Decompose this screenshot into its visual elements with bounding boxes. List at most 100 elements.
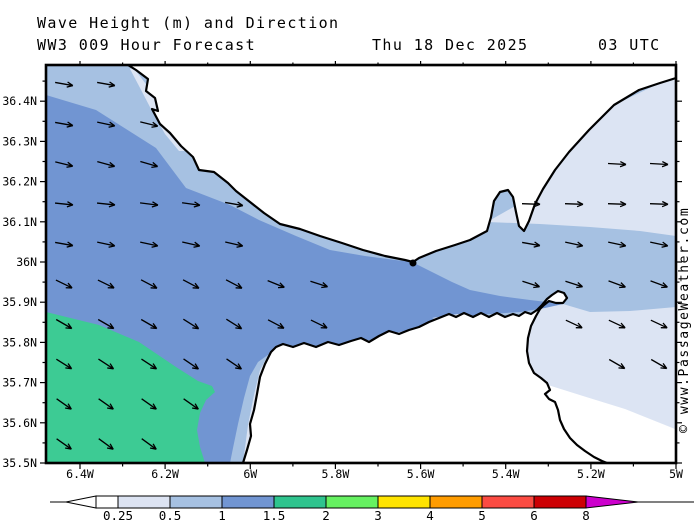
- map-frame: [44, 63, 678, 465]
- wave-direction-arrow: [565, 319, 583, 329]
- colorbar-label: 2: [322, 508, 330, 523]
- wave-direction-arrow: [140, 121, 159, 128]
- wave-direction-arrow: [650, 319, 668, 329]
- map-title: Wave Height (m) and Direction: [37, 14, 340, 32]
- colorbar-label: 0.5: [159, 508, 182, 523]
- colorbar-label: 4: [426, 508, 434, 523]
- colorbar-segment: [325, 495, 379, 509]
- wave-direction-arrow: [56, 438, 72, 450]
- colorbar-segment: [273, 495, 327, 509]
- wave-direction-arrow: [650, 358, 668, 370]
- colorbar-below-min-arrow: [65, 495, 97, 509]
- tarifa-islet: [409, 259, 417, 267]
- colorbar-label: 1: [218, 508, 226, 523]
- sea-region-green: [46, 312, 215, 463]
- wave-direction-arrow: [96, 201, 116, 208]
- wave-direction-arrow: [267, 319, 285, 329]
- wave-direction-arrow: [97, 279, 115, 289]
- latitude-label: 36N: [16, 255, 37, 269]
- wave-height-colorbar: 0.25 0.5 1 1.5 2 3 4 5 6 8: [50, 495, 694, 523]
- wave-direction-arrow: [140, 160, 159, 169]
- land-morocco: [241, 289, 609, 463]
- wave-direction-arrow: [650, 241, 669, 248]
- latitude-label: 36.3N: [2, 134, 37, 148]
- wave-direction-arrow: [310, 280, 328, 289]
- wave-direction-arrow: [97, 318, 115, 330]
- wave-direction-arrow: [225, 201, 244, 208]
- latitude-label: 35.8N: [2, 335, 37, 349]
- forecast-time-utc: 03 UTC: [598, 36, 661, 54]
- wave-direction-arrow: [565, 241, 584, 248]
- wave-direction-arrow: [55, 81, 74, 88]
- wave-direction-arrow: [140, 279, 158, 289]
- wave-direction-arrow: [183, 318, 200, 330]
- wave-direction-arrow: [56, 398, 72, 410]
- wave-direction-arrow: [140, 318, 158, 330]
- colorbar-segment: [95, 495, 119, 509]
- wave-direction-arrow: [608, 319, 626, 329]
- wave-direction-arrow: [522, 241, 541, 248]
- wave-direction-arrow: [649, 200, 669, 208]
- wave-direction-arrow: [97, 241, 116, 248]
- wave-direction-arrow: [608, 280, 626, 289]
- wave-direction-arrow: [608, 241, 627, 248]
- wave-direction-arrow: [607, 160, 627, 168]
- wave-direction-arrow: [225, 279, 243, 289]
- wave-direction-arrow: [181, 201, 201, 208]
- wave-direction-arrow: [98, 398, 114, 410]
- latitude-label: 36.2N: [2, 175, 37, 189]
- wave-direction-arrow: [141, 398, 157, 410]
- wave-direction-arrow: [98, 438, 114, 450]
- colorbar-label: 6: [530, 508, 538, 523]
- colorbar-segment: [533, 495, 587, 509]
- wave-direction-arrow: [140, 241, 159, 248]
- wave-direction-arrow: [56, 358, 73, 370]
- wave-direction-arrow: [565, 280, 583, 289]
- wave-direction-arrow: [183, 358, 200, 370]
- wave-direction-arrow: [141, 358, 158, 370]
- latitude-label: 36.4N: [2, 94, 37, 108]
- land-spain: [126, 65, 676, 264]
- colorbar-segment: [429, 495, 483, 509]
- wave-direction-arrow: [97, 121, 116, 128]
- wave-direction-arrow: [98, 358, 115, 370]
- wave-direction-arrow: [608, 358, 626, 370]
- colorbar-segment: [221, 495, 275, 509]
- wave-direction-arrow: [55, 279, 73, 289]
- longitude-label: 5.6W: [407, 467, 435, 481]
- wave-direction-arrow: [522, 280, 540, 289]
- wave-direction-arrow: [226, 318, 243, 330]
- latitude-label: 35.9N: [2, 295, 37, 309]
- wave-direction-arrow: [267, 280, 285, 289]
- wave-direction-arrow: [182, 241, 201, 248]
- wave-direction-arrow: [310, 319, 328, 329]
- sea-region-calm: [548, 385, 676, 463]
- longitude-label: 5.4W: [492, 467, 520, 481]
- longitude-label: 5W: [669, 467, 683, 481]
- wave-direction-arrow: [97, 81, 116, 88]
- wave-direction-arrow: [55, 318, 73, 330]
- colorbar-segment: [117, 495, 171, 509]
- colorbar-above-max-arrow: [585, 495, 639, 509]
- axis-ticks: [40, 61, 682, 469]
- colorbar-label: 1.5: [263, 508, 286, 523]
- latitude-label: 35.6N: [2, 416, 37, 430]
- latitude-label: 35.5N: [2, 456, 37, 470]
- wave-direction-arrow: [55, 121, 74, 128]
- landmasses: [126, 65, 676, 463]
- wave-direction-arrow: [139, 201, 159, 208]
- wave-direction-arrow: [55, 161, 74, 168]
- model-run-label: WW3 009 Hour Forecast: [37, 36, 257, 54]
- longitude-label: 5.2W: [577, 467, 605, 481]
- wave-direction-arrow: [55, 241, 74, 248]
- copyright-watermark: © www.PassageWeather.com: [677, 207, 692, 433]
- wave-direction-arrow: [183, 398, 199, 410]
- longitude-label: 6.4W: [66, 467, 94, 481]
- longitude-label: 6W: [243, 467, 257, 481]
- latitude-label: 35.7N: [2, 376, 37, 390]
- longitude-label: 5.8W: [322, 467, 350, 481]
- colorbar-label: 8: [582, 508, 590, 523]
- colorbar-label: 5: [478, 508, 486, 523]
